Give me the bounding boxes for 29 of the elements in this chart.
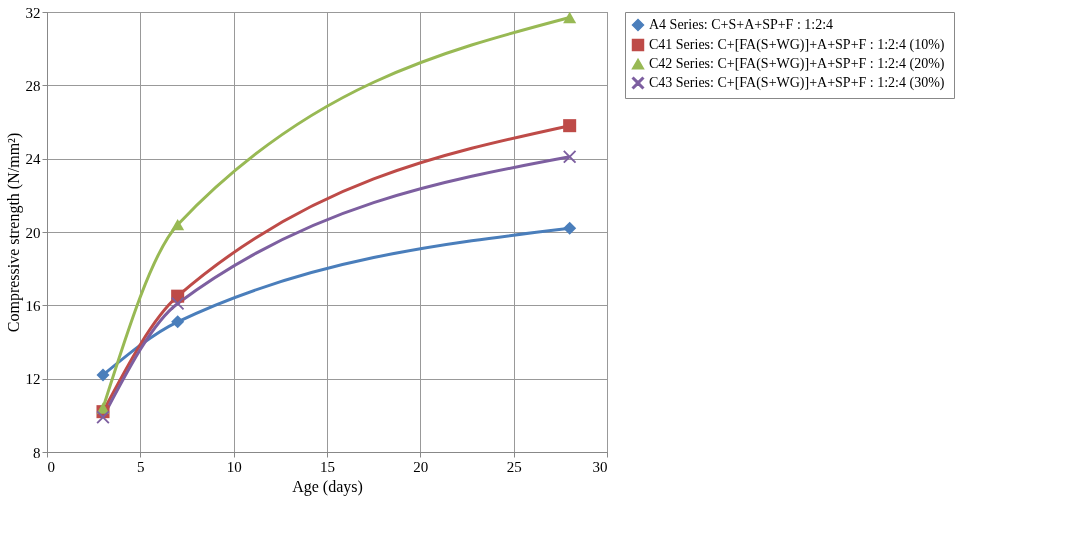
point bbox=[171, 296, 185, 311]
y-tick-label: 28 bbox=[25, 77, 41, 94]
point bbox=[563, 150, 577, 164]
point bbox=[96, 368, 110, 382]
y-axis-title: Compressive strength (N/mm²) bbox=[4, 132, 23, 333]
point bbox=[171, 315, 185, 329]
y-tick-label: 12 bbox=[25, 371, 41, 388]
legend-label: C41 Series: C+[FA(S+WG)]+A+SP+F : 1:2:4 (10%) bbox=[649, 37, 945, 53]
point bbox=[171, 219, 185, 231]
x-tick-label: 30 bbox=[592, 458, 608, 475]
x-tick-label: 10 bbox=[226, 458, 242, 475]
y-tick-label: 24 bbox=[25, 151, 41, 168]
x-tick-label: 15 bbox=[320, 458, 335, 475]
x-tick-label: 25 bbox=[506, 458, 522, 475]
x-axis-title: Age (days) bbox=[292, 477, 363, 496]
x-tick-label: 20 bbox=[413, 458, 429, 475]
legend-label: C43 Series: C+[FA(S+WG)]+A+SP+F : 1:2:4 (30%) bbox=[649, 75, 945, 91]
y-tick-label: 16 bbox=[25, 297, 41, 314]
x-tick-label: 5 bbox=[137, 458, 145, 475]
point bbox=[563, 221, 577, 235]
y-tick-label: 32 bbox=[25, 4, 41, 21]
point bbox=[96, 410, 110, 424]
legend-label: A4 Series: C+S+A+SP+F : 1:2:4 bbox=[649, 17, 834, 32]
y-tick-label: 8 bbox=[33, 444, 41, 461]
legend-label: C42 Series: C+[FA(S+WG)]+A+SP+F : 1:2:4 (20%) bbox=[649, 56, 945, 72]
x-tick-label: 0 bbox=[47, 458, 55, 475]
point bbox=[563, 11, 577, 24]
y-tick-label: 20 bbox=[25, 224, 41, 241]
point bbox=[563, 119, 577, 133]
